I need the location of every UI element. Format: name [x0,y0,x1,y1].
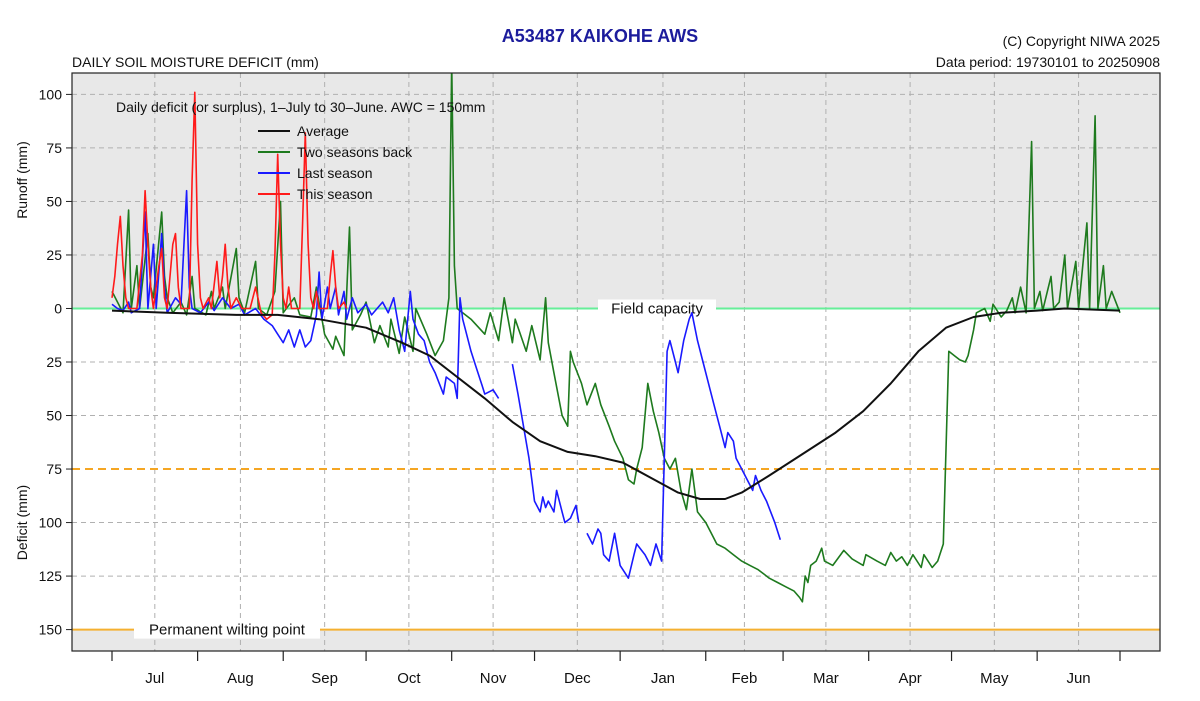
below-wilting-region [72,629,1160,651]
y-axis-label-runoff: Runoff (mm) [14,141,30,219]
x-tick-label: Feb [731,670,757,687]
y-tick-label: 0 [54,300,62,316]
chart-title: A53487 KAIKOHE AWS [501,26,699,46]
copyright-text: (C) Copyright NIWA 2025 [1002,33,1160,49]
x-tick-label: Nov [480,670,507,687]
y-axis-label-deficit: Deficit (mm) [14,485,30,560]
x-tick-label: Aug [227,670,254,687]
x-tick-label: Sep [311,670,338,687]
x-tick-label: Dec [564,670,591,687]
data-period-text: Data period: 19730101 to 20250908 [935,54,1160,70]
x-tick-label: Jan [651,670,675,687]
y-tick-label: 125 [39,568,63,584]
y-tick-label: 100 [39,86,63,102]
reference-label-bg [134,620,320,639]
reference-label-bg [598,299,716,318]
series-line-this-season [111,91,348,320]
chart-annotation: Daily deficit (or surplus), 1–July to 30… [116,99,485,115]
x-tick-label: Jul [145,670,164,687]
y-tick-label: 100 [39,515,63,531]
x-tick-label: Apr [898,670,921,687]
legend-label: Two seasons back [297,144,413,160]
y-tick-label: 150 [39,622,63,638]
y-tick-label: 50 [46,193,62,209]
y-tick-label: 75 [46,461,62,477]
series-line-average [111,307,1121,500]
x-tick-label: Oct [397,670,421,687]
y-tick-label: 25 [46,354,62,370]
legend-label: This season [297,186,372,202]
y-tick-label: 25 [46,247,62,263]
x-tick-label: Mar [813,670,839,687]
y-tick-label: 75 [46,140,62,156]
legend-label: Last season [297,165,373,181]
y-tick-label: 50 [46,408,62,424]
x-tick-label: Jun [1066,670,1090,687]
chart-subtitle: DAILY SOIL MOISTURE DEFICIT (mm) [72,54,319,70]
legend-label: Average [297,123,349,139]
reference-label: Field capacity [611,300,703,317]
reference-label: Permanent wilting point [149,622,306,639]
x-tick-label: May [980,670,1009,687]
